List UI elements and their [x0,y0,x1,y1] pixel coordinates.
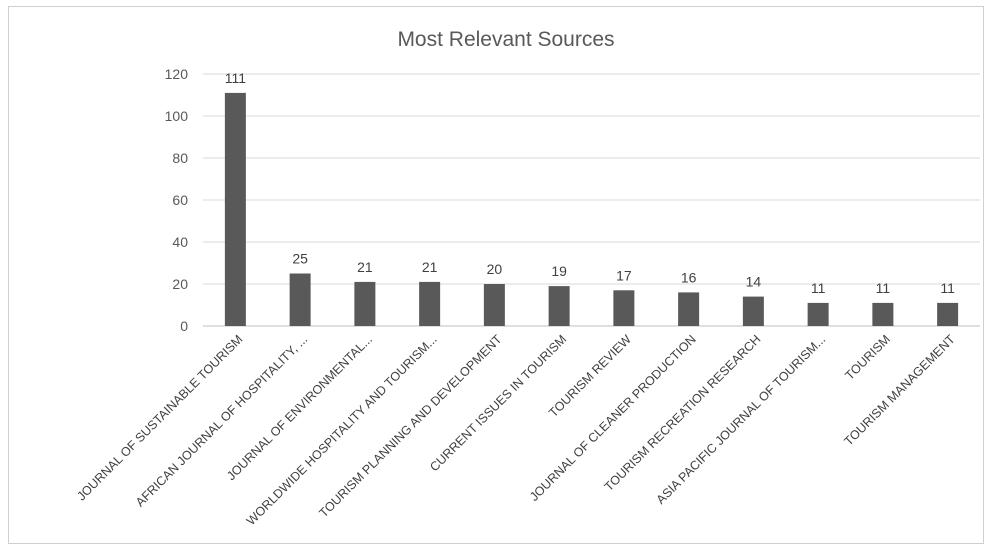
chart-frame [8,6,984,544]
y-axis-ticks: 0 20 40 60 80 100 120 [165,66,189,334]
data-label: 17 [616,267,632,283]
bars [224,92,959,327]
y-tick-label: 20 [172,276,188,292]
bar [483,284,505,326]
bar [872,302,894,326]
bar [354,281,376,326]
y-tick-label: 80 [172,150,188,166]
bar [548,286,570,326]
bar [742,296,764,326]
data-label: 19 [551,263,567,279]
data-labels: 111 25 21 21 20 19 17 16 14 11 11 11 [225,70,955,296]
y-tick-label: 40 [172,234,188,250]
y-tick-label: 100 [165,108,189,124]
data-label: 11 [876,280,891,296]
chart-title: Most Relevant Sources [397,28,614,51]
bar [289,273,311,326]
data-label: 21 [422,259,438,275]
category-label: TOURISM [842,332,893,383]
data-label: 20 [487,261,503,277]
bar [678,292,700,326]
category-label: TOURISM MANAGEMENT [841,332,958,449]
bar [224,92,246,327]
data-label: 16 [681,269,697,285]
data-label: 11 [940,280,955,296]
data-label: 111 [225,70,246,86]
bar [937,302,959,326]
y-tick-label: 0 [180,318,188,334]
bar [419,281,441,326]
data-label: 14 [746,274,762,290]
y-tick-label: 60 [172,192,188,208]
data-label: 21 [357,259,373,275]
category-label: CURRENT ISSUES IN TOURISM [427,332,569,474]
bar [613,290,635,326]
gridlines [203,73,980,327]
category-label: JOURNAL OF ENVIRONMENTAL... [224,332,375,483]
data-label: 25 [292,251,308,267]
bar [807,302,829,326]
y-tick-label: 120 [165,66,189,82]
data-label: 11 [811,280,826,296]
